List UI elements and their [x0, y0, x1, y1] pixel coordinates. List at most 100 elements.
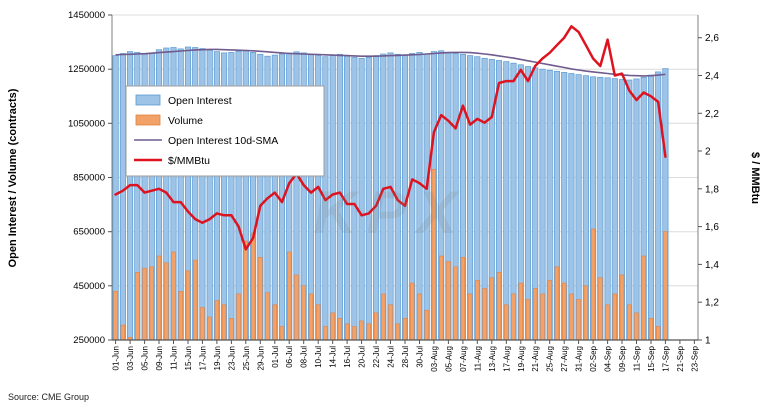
volume-bar [482, 288, 487, 341]
volume-bar [352, 326, 357, 341]
volume-bar [178, 290, 183, 341]
x-axis-tick-label: 25-Aug [546, 346, 555, 372]
volume-bar [301, 285, 306, 341]
y-axis-right-tick-label: 2,4 [705, 71, 719, 82]
volume-bar [200, 307, 205, 341]
volume-bar [315, 304, 321, 341]
volume-bar [395, 323, 400, 341]
volume-bar [250, 232, 256, 341]
x-axis-tick-label: 23-Sep [690, 345, 699, 371]
volume-bar [598, 277, 603, 341]
volume-bar [402, 317, 408, 341]
x-axis-tick-label: 03-Aug [430, 346, 439, 372]
sma-line [115, 48, 666, 77]
x-axis-tick-label: 17-Aug [502, 346, 511, 372]
volume-bar [569, 293, 574, 341]
x-axis-tick-label: 13-Aug [488, 346, 497, 372]
volume-bar [540, 293, 545, 341]
open-interest-bar [524, 66, 532, 341]
legend: Open Interest Volume Open Interest 10d-SMA… [125, 85, 325, 177]
y-axis-right-tick-label: 2,2 [705, 109, 719, 120]
volume-bar [243, 240, 248, 341]
x-axis-tick-label: 01-Jul [271, 346, 280, 368]
volume-bar [409, 282, 415, 341]
volume-bar [294, 274, 299, 341]
volume-bar [583, 285, 589, 341]
x-axis-tick-label: 07-Aug [459, 346, 468, 372]
volume-bar [634, 312, 639, 341]
volume-bar [373, 312, 379, 341]
open-interest-bar [387, 52, 394, 341]
y-axis-right-tick-label: 1 [705, 336, 711, 347]
x-axis-tick-label: 17-Jun [198, 346, 207, 370]
volume-bar [460, 257, 466, 341]
x-axis-tick-label: 30-Jul [416, 346, 425, 368]
volume-bar [453, 266, 458, 341]
y-axis-right-tick-label: 1,8 [705, 184, 719, 195]
axis-titles: Open Interest / Volume (contracts) $ / M… [7, 88, 761, 267]
x-axis-tick-label: 05-Aug [444, 346, 453, 372]
volume-bar [655, 326, 661, 341]
y-axis-right-tick-label: 2 [705, 147, 711, 158]
volume-bar [279, 326, 285, 341]
x-axis-tick-label: 15-Sep [647, 345, 656, 371]
volume-bar [547, 280, 552, 341]
x-axis-tick-label: 21-Aug [531, 346, 540, 372]
x-axis-tick-label: 21-Sep [676, 345, 685, 371]
y-axis-right-tick-label: 1,6 [705, 222, 719, 233]
x-axis-tick-label: 09-Sep [618, 345, 627, 371]
volume-bar [156, 255, 162, 341]
volume-bar [193, 259, 198, 341]
volume-bar [272, 304, 277, 341]
x-axis-tick-label: 23-Jun [227, 346, 236, 370]
volume-bar [504, 304, 509, 341]
open-interest-bar [423, 53, 430, 341]
volume-bar [431, 169, 437, 341]
x-axis-tick-label: 16-Jul [343, 346, 352, 368]
volume-bar [337, 317, 343, 341]
volume-bar [417, 293, 422, 341]
volume-bar [258, 257, 263, 341]
y-axis-left-tick-label: 250000 [73, 335, 105, 346]
volume-bar [561, 282, 567, 341]
open-interest-bars [112, 46, 669, 341]
volume-bar [149, 266, 154, 341]
x-axis-tick-label: 08-Jul [300, 346, 309, 368]
volume-bar [590, 228, 596, 341]
x-axis-tick-label: 11-Sep [633, 345, 642, 371]
volume-bar [120, 324, 126, 341]
y-axis-left-tick-label: 1050000 [68, 118, 105, 129]
legend-label: Open Interest 10d-SMA [168, 135, 278, 147]
x-axis-tick-label: 25-Jun [242, 346, 251, 370]
volume-bar [171, 251, 176, 341]
y-axis-right-title: $ / MMBtu [749, 152, 761, 204]
y-axis-left-title: Open Interest / Volume (contracts) [7, 88, 19, 267]
volume-bar [438, 255, 444, 341]
legend-swatch [135, 114, 161, 126]
sma-line-el [115, 48, 666, 77]
volume-bar [207, 316, 212, 341]
legend-label: Open Interest [168, 95, 232, 107]
x-axis-tick-label: 22-Jul [372, 346, 381, 368]
x-axis-tick-label: 14-Jul [329, 346, 338, 368]
legend-swatch [135, 94, 161, 106]
volume-bar [619, 274, 625, 341]
x-axis-tick-label: 06-Jul [285, 346, 294, 368]
x-axis-tick-label: 29-Jun [256, 346, 265, 370]
open-interest-bar [329, 55, 336, 341]
x-axis-tick-label: 09-Jun [155, 346, 164, 370]
volume-bar [229, 317, 234, 341]
open-interest-bar [344, 55, 351, 341]
x-axis-tick-label: 24-Jul [387, 346, 396, 368]
price-line-el [114, 25, 667, 251]
y-axis-left: 250000 450000 650000 850000 1050000 1250000 14… [68, 10, 112, 346]
open-interest-bar [647, 74, 655, 341]
volume-bar [663, 231, 668, 341]
x-axis-tick-label: 20-Jul [358, 346, 367, 368]
volume-bar [496, 271, 502, 341]
volume-bar [511, 293, 516, 341]
volume-bar [612, 293, 618, 341]
open-interest-bar [365, 56, 372, 341]
volume-bar [142, 267, 147, 341]
